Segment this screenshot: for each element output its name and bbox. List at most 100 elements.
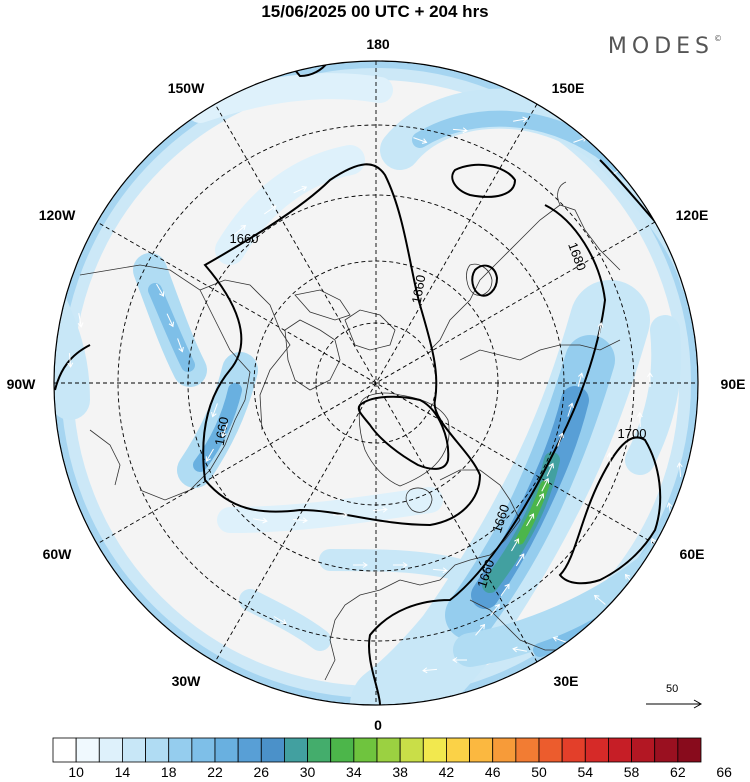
- coastlines: [79, 181, 621, 681]
- wind-vector: [655, 213, 666, 226]
- colorbar-tick-label: 50: [531, 764, 547, 780]
- wind-vector: [513, 116, 528, 123]
- wind-vector: [606, 452, 613, 468]
- colorbar-swatch: [608, 737, 632, 763]
- lon-label-120e: 120E: [675, 207, 709, 223]
- wind-vector: [156, 283, 165, 297]
- lon-label-120w: 120W: [38, 207, 76, 223]
- lon-label-90w: 90W: [6, 376, 36, 392]
- colorbar-swatch: [52, 737, 77, 763]
- colorbar: [52, 737, 702, 763]
- copyright-mark: ©: [714, 34, 722, 43]
- wind-vector: [536, 492, 545, 507]
- brand-name: MODES: [607, 34, 714, 59]
- wind-vector: [511, 538, 520, 552]
- wind-vector: [636, 412, 643, 428]
- wind-vector: [452, 657, 467, 663]
- colorbar-swatch: [677, 737, 702, 763]
- colorbar-swatch: [145, 737, 170, 763]
- colorbar-tick-label: 54: [577, 764, 594, 780]
- colorbar-tick-label: 26: [253, 764, 270, 780]
- colorbar-swatch: [284, 737, 308, 763]
- colorbar-swatch: [631, 737, 656, 763]
- wind-vector: [577, 372, 584, 387]
- wind-vector: [77, 313, 84, 328]
- wind-vector: [490, 603, 500, 616]
- wind-vector: [221, 423, 228, 438]
- wind-vector: [372, 506, 388, 513]
- lon-label-150w: 150W: [167, 80, 205, 96]
- colorbar-tick-label: 58: [623, 764, 640, 780]
- contour-label: 1660: [409, 274, 429, 305]
- wind-vector: [166, 313, 175, 328]
- lon-label-0: 0: [374, 717, 382, 733]
- wind-vector: [552, 636, 567, 643]
- contour-label: 1660: [212, 416, 232, 447]
- lon-label-180: 180: [366, 36, 390, 52]
- wind-vector: [422, 667, 438, 674]
- wind-vector: [452, 127, 468, 134]
- lon-label-30w: 30W: [171, 673, 201, 689]
- lon-label-30e: 30E: [553, 673, 579, 689]
- colorbar-swatch: [446, 737, 470, 763]
- contour-label: 1700: [618, 426, 647, 441]
- map-border: [53, 60, 699, 706]
- colorbar-swatch: [561, 737, 586, 763]
- colorbar-swatch: [654, 737, 679, 763]
- wind-vector: [293, 185, 308, 194]
- colorbar-tick-label: 66: [716, 764, 732, 780]
- colorbar-tick-label: 30: [299, 764, 316, 780]
- wind-vector: [273, 616, 287, 625]
- wind-vector: [526, 513, 535, 527]
- contour-label: 1660: [230, 231, 259, 246]
- colorbar-swatch: [122, 737, 146, 763]
- wind-vector: [546, 462, 555, 477]
- colorbar-tick-label: 18: [160, 764, 177, 780]
- vector-scale-label: 50: [666, 683, 679, 695]
- colorbar-tick-label: 22: [207, 764, 223, 780]
- arrow-right-icon: [646, 699, 703, 709]
- colorbar-tick-label: 38: [392, 764, 408, 780]
- wind-vector: [647, 372, 653, 387]
- colorbar-tick-label: 34: [346, 764, 362, 780]
- wind-vector: [211, 403, 218, 418]
- colorbar-swatch: [191, 737, 216, 763]
- colorbar-swatch: [260, 737, 285, 763]
- wind-vector: [353, 562, 368, 568]
- colorbar-swatch: [399, 737, 424, 763]
- wind-vector: [541, 477, 550, 492]
- brand-logo: MODES©: [608, 34, 722, 59]
- colorbar-swatch: [98, 737, 123, 763]
- colorbar-swatch: [168, 737, 193, 763]
- wind-vector: [567, 402, 574, 417]
- colorbar-swatch: [492, 737, 517, 763]
- colorbar-swatch: [330, 737, 355, 763]
- wind-vector: [676, 462, 683, 478]
- wind-vector: [413, 137, 428, 144]
- lon-label-90e: 90E: [720, 376, 746, 392]
- wind-vector: [557, 432, 564, 447]
- wind-vector: [263, 205, 277, 215]
- colorbar-tick-label: 46: [484, 764, 501, 780]
- wind-vector: [205, 448, 214, 462]
- colorbar-swatch: [307, 737, 332, 763]
- colorbar-swatch: [422, 737, 447, 763]
- colorbar-swatch: [469, 737, 494, 763]
- colorbar-swatch: [584, 737, 609, 763]
- colorbar-swatch: [515, 737, 540, 763]
- colorbar-swatch: [353, 737, 378, 763]
- wind-vector: [292, 517, 308, 524]
- colorbar-tick-label: 42: [438, 764, 455, 780]
- wind-vector: [177, 338, 184, 353]
- colorbar-swatch: [376, 737, 401, 763]
- wind-vector: [333, 512, 348, 518]
- colorbar-tick-label: 14: [114, 764, 131, 780]
- lon-label-60e: 60E: [679, 546, 705, 562]
- colorbar-swatch: [237, 737, 262, 763]
- wind-vector: [234, 224, 247, 235]
- wind-vector: [67, 352, 74, 368]
- colorbar-tick-label: 62: [670, 764, 686, 780]
- lon-label-60w: 60W: [42, 546, 72, 562]
- map-title: 15/06/2025 00 UTC + 204 hrs: [261, 2, 489, 21]
